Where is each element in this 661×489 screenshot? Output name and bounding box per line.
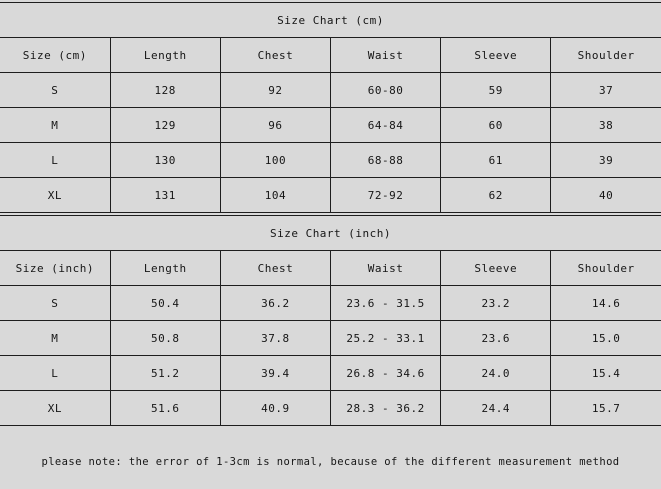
table-cell: 60-80: [329, 72, 442, 108]
table-cell: 100: [219, 142, 331, 178]
table-cell: 72-92: [329, 177, 442, 213]
table-cell: 15.0: [550, 320, 661, 356]
table-cell: 104: [219, 177, 331, 213]
table-cell: 59: [440, 72, 552, 108]
table-cell: L: [0, 355, 111, 391]
table-cell: XL: [0, 390, 111, 426]
cm-header-waist: Waist: [329, 37, 442, 73]
table-cell: 40.9: [219, 390, 331, 426]
table-cell: 23.6 - 31.5: [329, 285, 442, 321]
table-cell: 23.6: [440, 320, 552, 356]
table-cell: M: [0, 107, 111, 143]
cm-table-title: Size Chart (cm): [0, 2, 661, 38]
size-chart-inch-table: Size Chart (inch) Size (inch) Length Che…: [0, 215, 661, 426]
cm-header-size: Size (cm): [0, 37, 111, 73]
size-chart-cm-table: Size Chart (cm) Size (cm) Length Chest W…: [0, 2, 661, 213]
inch-header-sleeve: Sleeve: [440, 250, 552, 286]
table-cell: 51.2: [109, 355, 221, 391]
table-cell: 23.2: [440, 285, 552, 321]
table-cell: 50.4: [109, 285, 221, 321]
table-cell: 68-88: [329, 142, 442, 178]
cm-row-xl: XL 131 104 72-92 62 40: [0, 177, 661, 213]
table-cell: 62: [440, 177, 552, 213]
table-cell: 14.6: [550, 285, 661, 321]
table-cell: S: [0, 285, 111, 321]
inch-row-s: S 50.4 36.2 23.6 - 31.5 23.2 14.6: [0, 285, 661, 321]
table-cell: 26.8 - 34.6: [329, 355, 442, 391]
table-cell: 64-84: [329, 107, 442, 143]
table-cell: 131: [109, 177, 221, 213]
table-cell: 24.0: [440, 355, 552, 391]
inch-header-length: Length: [109, 250, 221, 286]
table-cell: 96: [219, 107, 331, 143]
cm-header-chest: Chest: [219, 37, 331, 73]
table-cell: 40: [550, 177, 661, 213]
table-cell: 129: [109, 107, 221, 143]
table-cell: 37: [550, 72, 661, 108]
table-cell: 24.4: [440, 390, 552, 426]
inch-title-row: Size Chart (inch): [0, 215, 661, 251]
table-cell: L: [0, 142, 111, 178]
table-cell: 60: [440, 107, 552, 143]
table-cell: 61: [440, 142, 552, 178]
table-cell: 39: [550, 142, 661, 178]
table-cell: 25.2 - 33.1: [329, 320, 442, 356]
inch-header-chest: Chest: [219, 250, 331, 286]
table-cell: M: [0, 320, 111, 356]
cm-row-l: L 130 100 68-88 61 39: [0, 142, 661, 178]
table-cell: 128: [109, 72, 221, 108]
table-cell: 36.2: [219, 285, 331, 321]
table-cell: 38: [550, 107, 661, 143]
inch-row-xl: XL 51.6 40.9 28.3 - 36.2 24.4 15.7: [0, 390, 661, 426]
cm-row-m: M 129 96 64-84 60 38: [0, 107, 661, 143]
cm-header-shoulder: Shoulder: [550, 37, 661, 73]
cm-header-length: Length: [109, 37, 221, 73]
measurement-note: please note: the error of 1-3cm is norma…: [41, 456, 620, 468]
table-cell: 92: [219, 72, 331, 108]
cm-header-sleeve: Sleeve: [440, 37, 552, 73]
inch-row-l: L 51.2 39.4 26.8 - 34.6 24.0 15.4: [0, 355, 661, 391]
table-cell: 51.6: [109, 390, 221, 426]
table-cell: 15.7: [550, 390, 661, 426]
table-cell: 28.3 - 36.2: [329, 390, 442, 426]
inch-header-row: Size (inch) Length Chest Waist Sleeve Sh…: [0, 250, 661, 286]
table-cell: 15.4: [550, 355, 661, 391]
cm-title-row: Size Chart (cm): [0, 2, 661, 38]
table-cell: 130: [109, 142, 221, 178]
inch-header-shoulder: Shoulder: [550, 250, 661, 286]
inch-table-title: Size Chart (inch): [0, 215, 661, 251]
table-cell: XL: [0, 177, 111, 213]
cm-row-s: S 128 92 60-80 59 37: [0, 72, 661, 108]
inch-header-size: Size (inch): [0, 250, 111, 286]
table-cell: S: [0, 72, 111, 108]
table-cell: 50.8: [109, 320, 221, 356]
inch-row-m: M 50.8 37.8 25.2 - 33.1 23.6 15.0: [0, 320, 661, 356]
table-cell: 37.8: [219, 320, 331, 356]
cm-header-row: Size (cm) Length Chest Waist Sleeve Shou…: [0, 37, 661, 73]
table-cell: 39.4: [219, 355, 331, 391]
inch-header-waist: Waist: [329, 250, 442, 286]
